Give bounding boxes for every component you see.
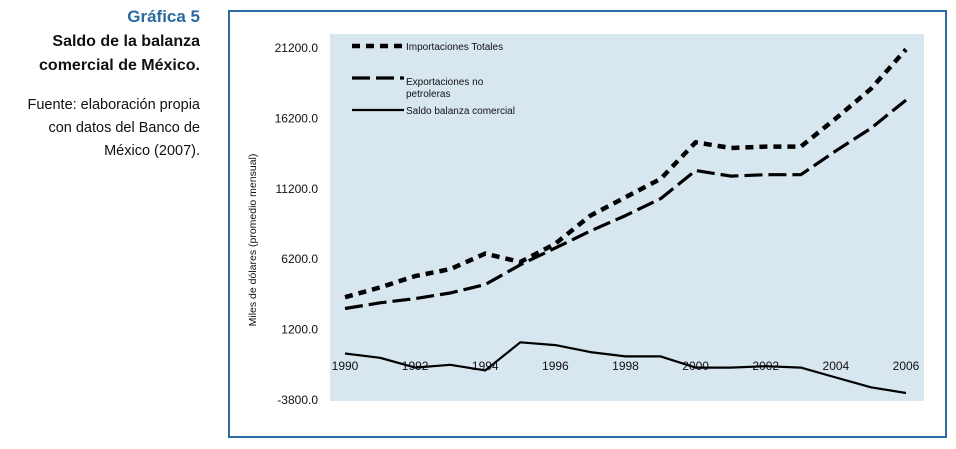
legend-label: Importaciones Totales xyxy=(406,42,503,53)
x-tick-label: 1996 xyxy=(542,359,569,373)
chart-frame xyxy=(228,10,947,438)
y-tick-label: -3800.0 xyxy=(277,393,318,407)
x-tick-label: 2006 xyxy=(893,359,920,373)
series-line-3 xyxy=(344,341,907,395)
x-tick-label: 1990 xyxy=(332,359,359,373)
figure-source: Fuente: elaboración propia con datos del… xyxy=(0,94,200,163)
x-tick-label: 1998 xyxy=(612,359,639,373)
series-line-2 xyxy=(344,98,908,311)
y-tick-label: 1200.0 xyxy=(281,323,318,337)
legend-label: Exportaciones no petroleras xyxy=(406,77,484,100)
y-axis-label: Miles de dólares (promedio mensual) xyxy=(247,154,259,327)
figure-source-line-2: con datos del Banco de xyxy=(48,120,200,136)
y-tick-label: 21200.0 xyxy=(275,41,319,55)
figure-title-line-2: comercial de México. xyxy=(39,57,200,74)
figure-title-line-1: Saldo de la balanza xyxy=(52,33,200,50)
x-tick-label: 1992 xyxy=(402,359,429,373)
y-tick-label: 11200.0 xyxy=(276,182,319,196)
plot-area xyxy=(330,34,924,401)
series-line-1 xyxy=(344,47,908,300)
figure-number: Gráfica 5 xyxy=(127,7,200,26)
figure-source-line-3: México (2007). xyxy=(104,143,200,159)
figure-source-line-1: Fuente: elaboración propia xyxy=(27,97,200,113)
figure-caption: Gráfica 5 Saldo de la balanza comercial … xyxy=(0,6,200,163)
figure-title: Saldo de la balanza comercial de México. xyxy=(0,30,200,78)
legend-label: Saldo balanza comercial xyxy=(406,106,515,117)
y-tick-label: 16200.0 xyxy=(275,111,319,125)
x-tick-label: 2004 xyxy=(823,359,850,373)
y-tick-label: 6200.0 xyxy=(281,252,318,266)
x-tick-label: 2000 xyxy=(682,359,709,373)
